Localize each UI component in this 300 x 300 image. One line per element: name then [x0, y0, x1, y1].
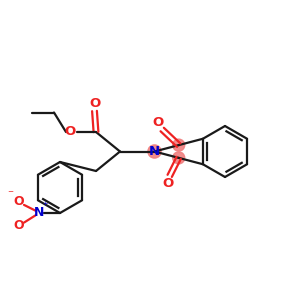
Text: O: O	[14, 195, 24, 208]
Circle shape	[173, 152, 185, 164]
Text: O: O	[153, 116, 164, 128]
Text: N: N	[34, 206, 44, 220]
Text: $^{-}$: $^{-}$	[8, 189, 15, 199]
Circle shape	[148, 145, 161, 158]
Text: $^{+}$: $^{+}$	[42, 201, 49, 212]
Text: O: O	[64, 124, 76, 138]
Text: N: N	[149, 145, 160, 158]
Text: O: O	[89, 97, 100, 110]
Circle shape	[173, 139, 185, 151]
Text: O: O	[14, 219, 24, 232]
Text: O: O	[163, 177, 174, 190]
